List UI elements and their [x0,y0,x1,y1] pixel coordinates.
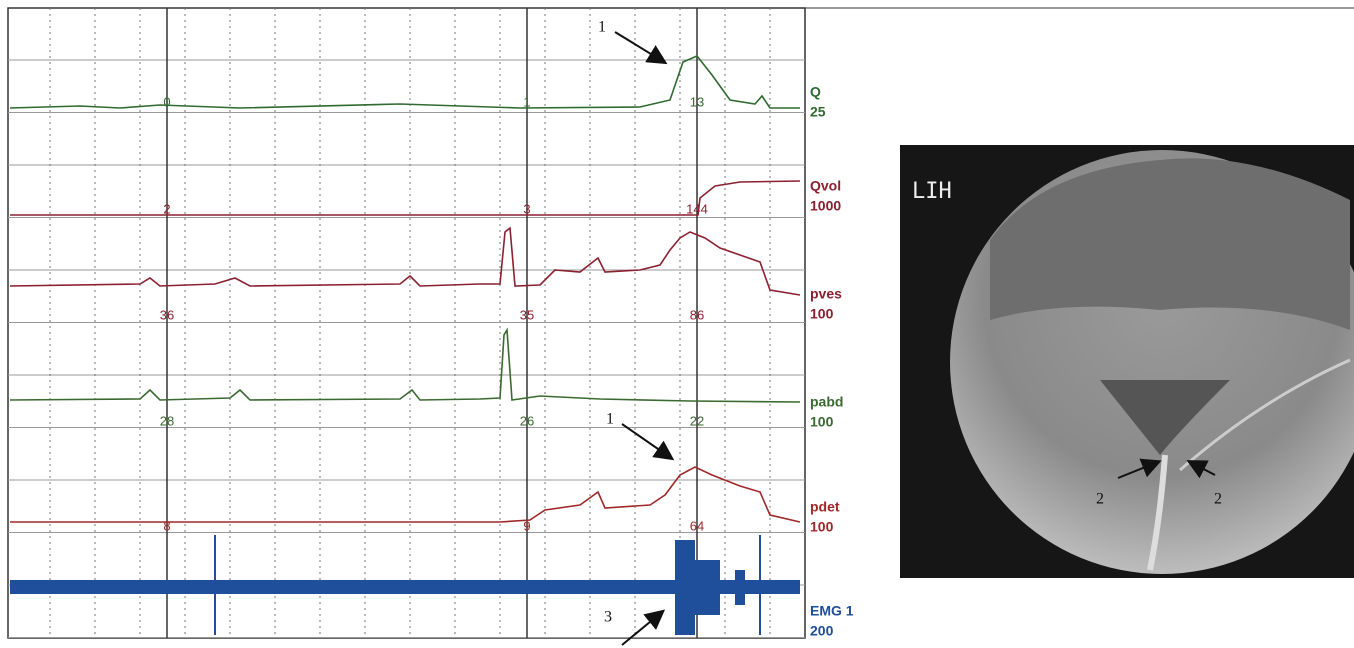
marker-value: 86 [690,307,704,322]
grid [8,8,805,638]
channel-name: pves [810,286,842,302]
marker-value: 22 [690,413,704,428]
channel-scale: 100 [810,519,834,535]
fluoroscopy-image [900,145,1354,578]
marker-value: 35 [520,307,534,322]
marker-value: 3 [523,201,530,216]
marker-value: 64 [690,518,704,533]
annotation: 3 [604,609,612,626]
channel-name: Q [810,84,821,100]
trace-pabd [9,327,801,403]
trace-emg [10,535,800,635]
channel-scale: 200 [810,623,834,639]
trace-pves [9,226,801,296]
trace-qvol [10,180,801,216]
image-annotation: 2 [1214,491,1222,508]
marker-value: 13 [690,94,704,109]
marker-value: 36 [160,307,174,322]
channel-name: Qvol [810,178,841,194]
trace-pdet [10,466,801,523]
channel-scale: 1000 [810,198,841,214]
marker-value: 144 [686,201,708,216]
channel-scale: 100 [810,306,834,322]
channel-name: pabd [810,394,843,410]
channel-scale: 100 [810,414,834,430]
annotation: 1 [606,411,614,428]
image-annotation: 2 [1096,491,1104,508]
marker-value: 2 [163,201,170,216]
image-label: LIH [912,179,952,204]
trace-q [9,55,800,109]
channel-scale: 25 [810,104,826,120]
marker-value: 1 [523,94,530,109]
channel-name: EMG 1 [810,603,854,619]
marker-value: 26 [520,413,534,428]
annotations: 1 1 3 [598,19,675,646]
annotation: 1 [598,19,606,36]
marker-value: 0 [163,94,170,109]
channel-name: pdet [810,499,840,515]
marker-value: 9 [523,518,530,533]
marker-value: 8 [163,518,170,533]
marker-value: 28 [160,413,174,428]
traces [9,55,801,635]
